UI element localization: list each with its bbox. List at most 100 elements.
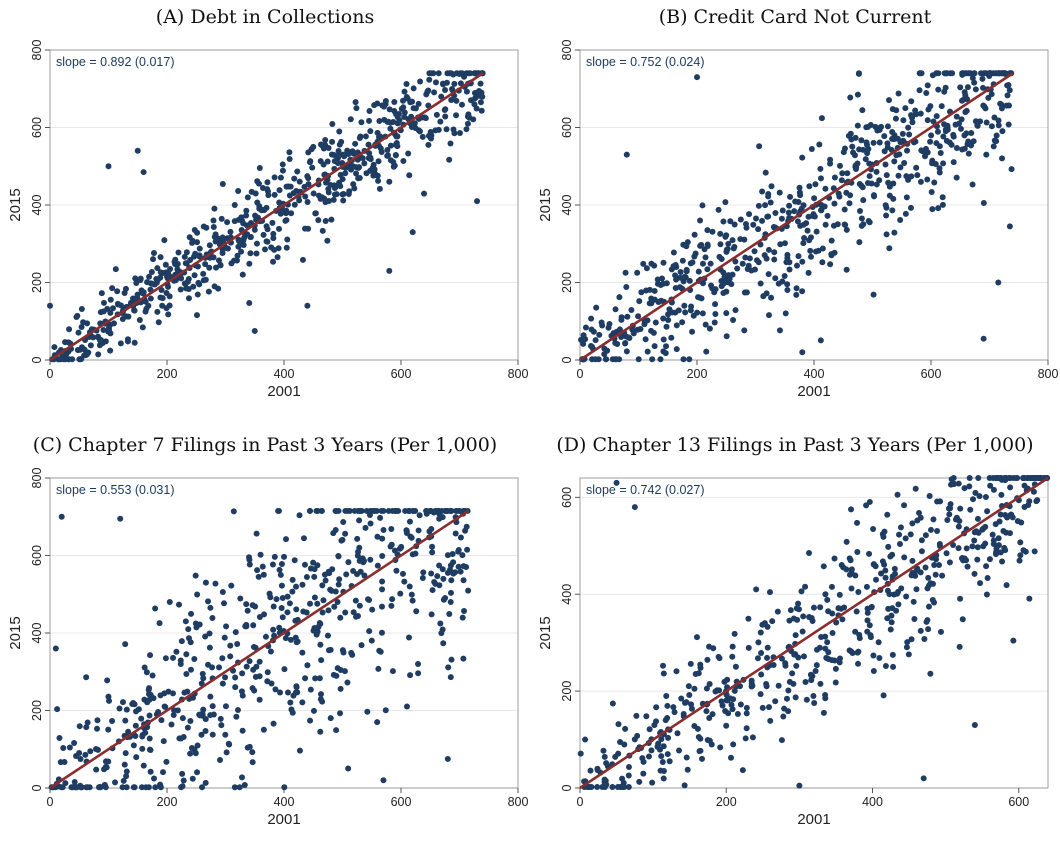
scatter-point <box>630 330 637 337</box>
scatter-point <box>256 673 263 680</box>
panel-title: (A) Debt in Collections <box>155 6 375 28</box>
scatter-point <box>401 114 408 121</box>
scatter-point <box>679 319 686 326</box>
scatter-point <box>828 583 835 590</box>
scatter-point <box>152 784 159 791</box>
scatter-point <box>94 725 101 732</box>
scatter-point <box>169 690 176 697</box>
scatter-point <box>442 86 449 93</box>
scatter-point <box>612 306 619 313</box>
scatter-point <box>337 685 344 692</box>
scatter-point <box>459 614 466 621</box>
scatter-point <box>950 159 957 166</box>
scatter-point <box>273 596 280 603</box>
scatter-point <box>140 289 147 296</box>
scatter-point <box>690 312 697 319</box>
scatter-point <box>712 301 719 308</box>
scatter-point <box>200 706 207 713</box>
scatter-point <box>996 518 1003 525</box>
scatter-point <box>209 664 216 671</box>
scatter-point <box>353 170 360 177</box>
scatter-point <box>1017 552 1024 559</box>
scatter-point <box>929 597 936 604</box>
scatter-point <box>642 336 649 343</box>
scatter-point <box>369 606 376 613</box>
scatter-point <box>305 175 312 182</box>
scatter-point <box>230 508 237 515</box>
scatter-point <box>310 190 317 197</box>
scatter-point <box>311 573 318 580</box>
scatter-point <box>778 215 785 222</box>
y-tick-label: 200 <box>30 700 44 721</box>
scatter-point <box>602 356 609 363</box>
scatter-point <box>390 118 397 125</box>
scatter-point <box>781 240 788 247</box>
scatter-point <box>105 325 112 332</box>
scatter-point <box>697 217 704 224</box>
scatter-point <box>704 227 711 234</box>
scatter-point <box>831 200 838 207</box>
scatter-point <box>367 167 374 174</box>
scatter-point <box>254 199 261 206</box>
scatter-point <box>161 237 168 244</box>
scatter-point <box>299 581 306 588</box>
scatter-point <box>725 240 732 247</box>
scatter-point <box>886 97 893 104</box>
scatter-chart: 0 200 400 600 800020040060080020012015slope … <box>537 40 1058 400</box>
scatter-point <box>978 70 984 77</box>
scatter-point <box>707 260 714 267</box>
panel-b: (B) Credit Card Not Current 0 200 400 600 80… <box>530 0 1060 428</box>
scatter-point <box>260 571 267 578</box>
scatter-point <box>855 648 862 655</box>
scatter-point <box>743 710 750 717</box>
scatter-point <box>750 221 757 228</box>
scatter-point <box>1003 475 1010 481</box>
scatter-point <box>160 769 167 776</box>
scatter-point <box>884 587 891 594</box>
scatter-point <box>460 577 467 584</box>
scatter-point <box>338 537 345 544</box>
scatter-point <box>94 717 101 724</box>
scatter-point <box>385 507 392 514</box>
scatter-point <box>327 586 334 593</box>
scatter-point <box>928 132 935 139</box>
scatter-point <box>415 527 422 534</box>
scatter-point <box>234 640 241 647</box>
scatter-point <box>249 685 256 692</box>
scatter-point <box>652 319 659 326</box>
scatter-point <box>688 705 695 712</box>
scatter-point <box>106 697 113 704</box>
scatter-point <box>852 628 859 635</box>
scatter-point <box>832 665 839 672</box>
scatter-point <box>949 70 956 77</box>
y-tick-label: 600 <box>560 487 574 508</box>
scatter-points <box>47 70 486 363</box>
slope-annotation: slope = 0.752 (0.024) <box>586 55 705 69</box>
scatter-point <box>286 192 293 199</box>
scatter-point <box>192 572 199 579</box>
scatter-point <box>149 672 156 679</box>
scatter-point <box>75 329 82 336</box>
scatter-point <box>412 507 419 514</box>
scatter-point <box>664 714 671 721</box>
scatter-point <box>935 205 942 212</box>
scatter-point <box>301 561 308 568</box>
scatter-point <box>447 140 454 147</box>
scatter-point <box>924 176 931 183</box>
scatter-point <box>276 566 283 573</box>
scatter-point <box>212 580 219 587</box>
scatter-point <box>470 116 477 123</box>
scatter-point <box>235 187 242 194</box>
scatter-point <box>831 657 838 664</box>
scatter-point <box>356 164 363 171</box>
scatter-point <box>120 777 127 784</box>
scatter-point <box>299 699 306 706</box>
scatter-point <box>1009 514 1016 521</box>
scatter-point <box>243 621 250 628</box>
y-tick-label: 400 <box>30 195 44 216</box>
scatter-point <box>828 251 835 258</box>
scatter-point <box>202 276 209 283</box>
scatter-point <box>786 202 793 209</box>
scatter-point <box>689 259 696 266</box>
scatter-point <box>310 707 317 714</box>
